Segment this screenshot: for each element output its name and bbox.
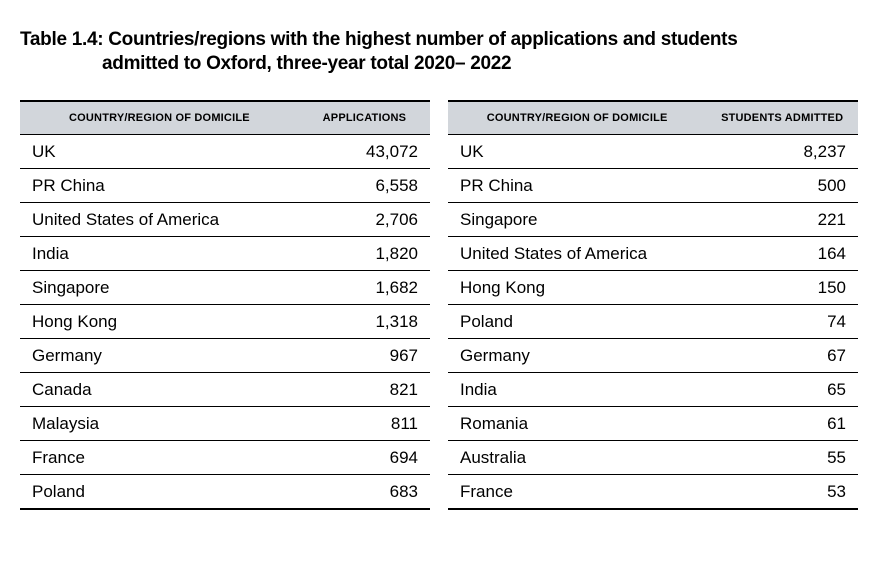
table-row: Poland683 [20, 474, 430, 509]
table-row: United States of America164 [448, 236, 858, 270]
admitted-table: COUNTRY/REGION OF DOMICILE STUDENTS ADMI… [448, 100, 858, 510]
cell-value: 67 [706, 338, 858, 372]
cell-country: Hong Kong [20, 304, 299, 338]
applications-table: COUNTRY/REGION OF DOMICILE APPLICATIONS … [20, 100, 430, 510]
cell-value: 61 [706, 406, 858, 440]
cell-country: Germany [20, 338, 299, 372]
cell-country: Canada [20, 372, 299, 406]
col-header-country: COUNTRY/REGION OF DOMICILE [448, 101, 706, 135]
cell-country: India [448, 372, 706, 406]
cell-country: UK [20, 134, 299, 168]
table-row: PR China6,558 [20, 168, 430, 202]
admitted-table-wrap: COUNTRY/REGION OF DOMICILE STUDENTS ADMI… [448, 100, 858, 510]
applications-table-wrap: COUNTRY/REGION OF DOMICILE APPLICATIONS … [20, 100, 430, 510]
table-row: UK43,072 [20, 134, 430, 168]
cell-country: Australia [448, 440, 706, 474]
cell-country: Poland [20, 474, 299, 509]
table-row: Germany67 [448, 338, 858, 372]
col-header-country: COUNTRY/REGION OF DOMICILE [20, 101, 299, 135]
cell-value: 683 [299, 474, 430, 509]
table-row: Poland74 [448, 304, 858, 338]
cell-value: 821 [299, 372, 430, 406]
cell-value: 1,318 [299, 304, 430, 338]
cell-value: 164 [706, 236, 858, 270]
table-header-row: COUNTRY/REGION OF DOMICILE APPLICATIONS [20, 101, 430, 135]
cell-country: United States of America [20, 202, 299, 236]
cell-country: Poland [448, 304, 706, 338]
table-row: Germany967 [20, 338, 430, 372]
cell-country: France [20, 440, 299, 474]
cell-value: 150 [706, 270, 858, 304]
cell-country: Hong Kong [448, 270, 706, 304]
table-row: Canada821 [20, 372, 430, 406]
cell-value: 221 [706, 202, 858, 236]
table-row: Malaysia811 [20, 406, 430, 440]
table-row: Romania61 [448, 406, 858, 440]
table-row: France53 [448, 474, 858, 509]
cell-country: PR China [20, 168, 299, 202]
cell-value: 967 [299, 338, 430, 372]
table-row: Singapore221 [448, 202, 858, 236]
cell-value: 6,558 [299, 168, 430, 202]
table-header-row: COUNTRY/REGION OF DOMICILE STUDENTS ADMI… [448, 101, 858, 135]
cell-country: UK [448, 134, 706, 168]
cell-value: 8,237 [706, 134, 858, 168]
cell-value: 2,706 [299, 202, 430, 236]
table-row: India65 [448, 372, 858, 406]
cell-country: United States of America [448, 236, 706, 270]
cell-value: 1,682 [299, 270, 430, 304]
cell-value: 74 [706, 304, 858, 338]
table-row: United States of America2,706 [20, 202, 430, 236]
table-title: Table 1.4: Countries/regions with the hi… [20, 28, 858, 76]
table-row: Hong Kong1,318 [20, 304, 430, 338]
table-row: France694 [20, 440, 430, 474]
cell-value: 65 [706, 372, 858, 406]
cell-country: Germany [448, 338, 706, 372]
col-header-applications: APPLICATIONS [299, 101, 430, 135]
cell-value: 500 [706, 168, 858, 202]
title-line-1: Table 1.4: Countries/regions with the hi… [20, 28, 858, 52]
table-row: Singapore1,682 [20, 270, 430, 304]
col-header-admitted: STUDENTS ADMITTED [706, 101, 858, 135]
cell-country: France [448, 474, 706, 509]
cell-country: India [20, 236, 299, 270]
cell-country: PR China [448, 168, 706, 202]
table-row: Hong Kong150 [448, 270, 858, 304]
cell-value: 43,072 [299, 134, 430, 168]
table-row: PR China500 [448, 168, 858, 202]
title-line-2: admitted to Oxford, three-year total 202… [20, 52, 858, 76]
cell-value: 55 [706, 440, 858, 474]
cell-country: Singapore [448, 202, 706, 236]
table-row: Australia55 [448, 440, 858, 474]
table-row: UK8,237 [448, 134, 858, 168]
cell-value: 811 [299, 406, 430, 440]
cell-country: Malaysia [20, 406, 299, 440]
cell-country: Singapore [20, 270, 299, 304]
tables-container: COUNTRY/REGION OF DOMICILE APPLICATIONS … [20, 100, 858, 510]
cell-country: Romania [448, 406, 706, 440]
cell-value: 53 [706, 474, 858, 509]
cell-value: 1,820 [299, 236, 430, 270]
cell-value: 694 [299, 440, 430, 474]
table-row: India1,820 [20, 236, 430, 270]
